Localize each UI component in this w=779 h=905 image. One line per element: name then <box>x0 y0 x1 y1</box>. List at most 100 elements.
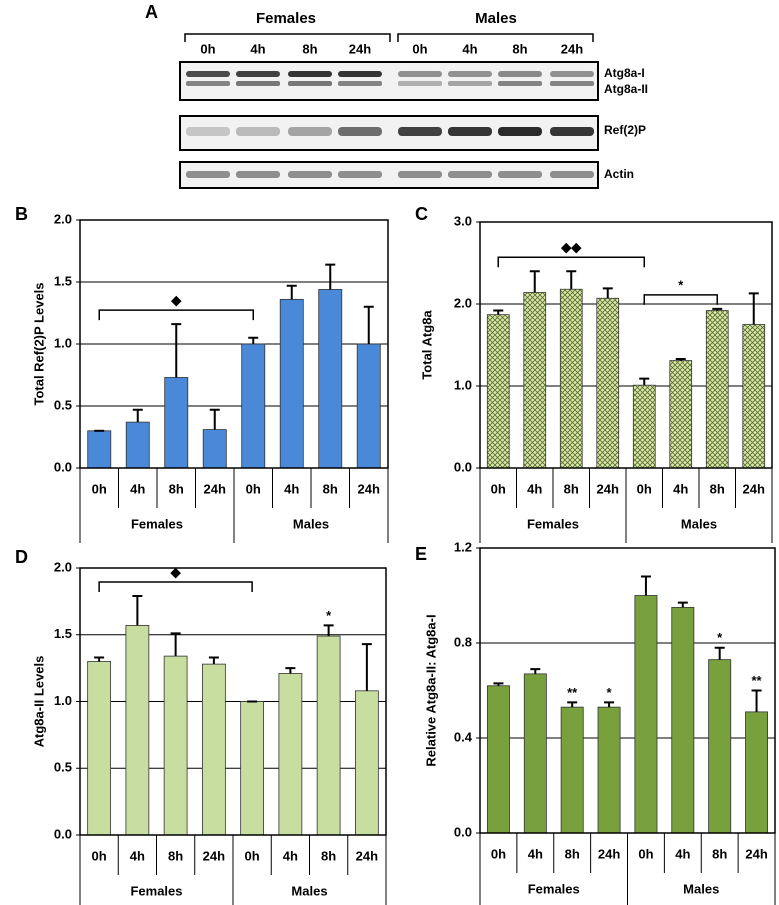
bar <box>318 289 343 469</box>
x-tick-label: 24h <box>356 848 378 863</box>
blot-band <box>236 71 280 77</box>
lane-label: 8h <box>512 41 527 56</box>
error-bar <box>748 292 759 325</box>
blot-band <box>338 81 382 86</box>
x-tick-label: 24h <box>745 846 767 861</box>
bar <box>708 659 732 834</box>
error-bar <box>604 701 615 708</box>
blot-panel: A Females Males Atg8a-I Atg8a-II Ref(2)P… <box>145 2 648 189</box>
x-tick-label: 24h <box>598 846 620 861</box>
x-tick-label: 0h <box>92 848 107 863</box>
group-label: Females <box>528 881 580 896</box>
bar <box>486 314 510 469</box>
bar <box>597 706 621 834</box>
bar <box>634 595 658 834</box>
panel-label: B <box>15 204 28 224</box>
blot-band <box>448 127 492 136</box>
error-bar <box>602 287 613 299</box>
group-label: Females <box>130 883 182 898</box>
x-tick-label: 24h <box>743 481 765 496</box>
bar <box>278 673 303 836</box>
x-tick-label: 24h <box>204 481 226 496</box>
error-bar <box>248 336 259 344</box>
blot-band <box>236 81 280 86</box>
error-bar <box>208 656 219 665</box>
error-bar <box>714 646 725 660</box>
x-tick-label: 24h <box>597 481 619 496</box>
bar <box>241 343 266 469</box>
bar <box>202 429 227 469</box>
error-bar <box>361 643 372 691</box>
bar <box>125 625 150 836</box>
bar <box>201 663 226 836</box>
error-bar <box>323 624 334 637</box>
significance-label: ◆ <box>170 293 182 308</box>
blot-band <box>498 71 542 77</box>
lane-label: 24h <box>561 41 583 56</box>
bar <box>87 661 112 836</box>
group-label: Males <box>683 881 719 896</box>
error-bar <box>566 270 577 290</box>
error-bar <box>132 595 143 626</box>
blot-band <box>186 127 230 136</box>
y-tick-label: 2.0 <box>54 559 72 574</box>
x-tick-label: 0h <box>245 848 260 863</box>
lane-label: 0h <box>200 41 215 56</box>
lane-label: 4h <box>250 41 265 56</box>
blot-band <box>186 81 230 86</box>
error-bar <box>675 357 686 361</box>
blot-band <box>288 171 332 178</box>
error-bar <box>567 701 578 708</box>
significance-bracket <box>643 294 718 305</box>
y-axis-label: Relative Atg8a-II: Atg8a-I <box>423 614 438 766</box>
blot-band <box>186 171 230 178</box>
significance-label: * <box>326 608 332 623</box>
band-label: Atg8a-II <box>604 82 648 96</box>
error-bar <box>639 377 650 386</box>
blot-band <box>288 81 332 86</box>
y-tick-label: 0.0 <box>54 826 72 841</box>
error-bar <box>132 408 143 423</box>
blot-band <box>550 127 594 136</box>
y-tick-label: 1.2 <box>454 539 472 554</box>
x-tick-label: 8h <box>565 846 580 861</box>
x-tick-label: 24h <box>203 848 225 863</box>
group-label: Females <box>527 516 579 531</box>
bar <box>240 701 264 836</box>
blot-band <box>398 71 442 77</box>
blot-band <box>398 81 442 86</box>
group-label: Females <box>131 516 183 531</box>
significance-label: * <box>607 685 613 700</box>
significance-label: ◆◆ <box>560 240 582 255</box>
x-tick-label: 0h <box>92 481 107 496</box>
bar <box>742 324 766 469</box>
x-tick-label: 8h <box>169 481 184 496</box>
error-bar <box>751 689 762 712</box>
bar <box>316 635 341 836</box>
blot-band <box>236 171 280 178</box>
blot-band <box>448 171 492 178</box>
bar <box>632 384 656 469</box>
blot-band <box>498 171 542 178</box>
significance-label: ** <box>752 673 763 688</box>
x-tick-label: 0h <box>491 846 506 861</box>
x-tick-label: 24h <box>358 481 380 496</box>
error-bar <box>677 601 688 608</box>
x-tick-label: 0h <box>491 481 506 496</box>
y-tick-label: 2.0 <box>454 295 472 310</box>
significance-label: ◆ <box>170 564 182 579</box>
y-tick-label: 1.5 <box>54 626 72 641</box>
y-axis-label: Atg8a-II Levels <box>31 656 46 748</box>
y-tick-label: 0.0 <box>454 459 472 474</box>
y-tick-label: 1.0 <box>54 335 72 350</box>
error-bar <box>712 307 723 311</box>
error-bar <box>529 270 540 293</box>
blot-band <box>236 127 280 136</box>
error-bar <box>493 309 504 315</box>
error-bar <box>209 408 220 430</box>
y-tick-label: 1.0 <box>54 693 72 708</box>
blot-band <box>550 71 594 77</box>
x-tick-label: 4h <box>673 481 688 496</box>
panel-label: D <box>15 547 28 567</box>
